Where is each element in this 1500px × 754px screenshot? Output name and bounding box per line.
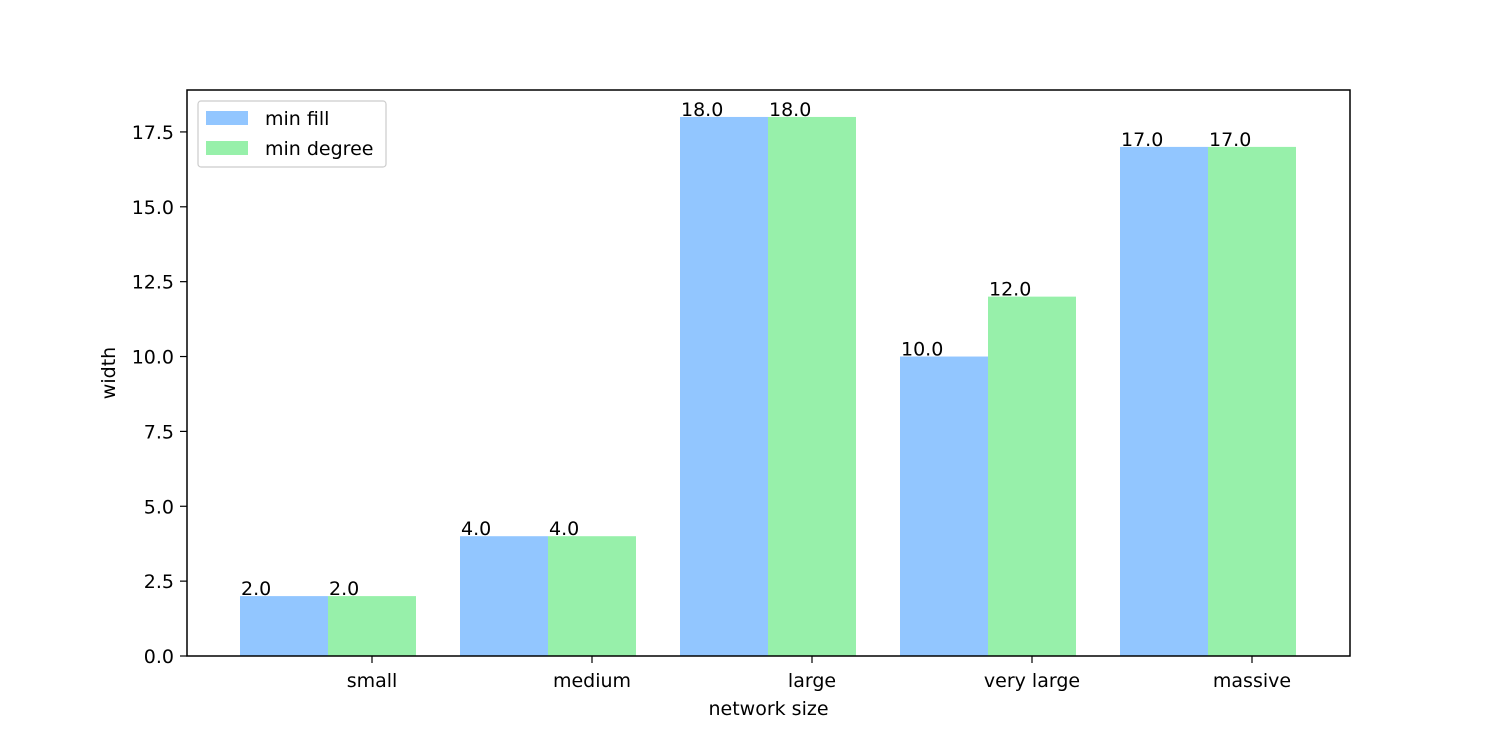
x-tick-label: very large (984, 670, 1080, 692)
bar-min-fill-medium (460, 536, 548, 656)
y-tick-label: 5.0 (144, 496, 174, 518)
value-label: 12.0 (989, 279, 1031, 301)
y-axis: 0.0 2.5 5.0 7.5 10.0 12.5 15.0 17.5 (132, 122, 187, 668)
value-label: 4.0 (461, 518, 491, 540)
value-label: 10.0 (901, 339, 943, 361)
bar-min-fill-small (240, 596, 328, 656)
legend-swatch (206, 141, 248, 155)
value-label: 2.0 (329, 578, 359, 600)
value-label: 18.0 (681, 99, 723, 121)
value-label: 18.0 (769, 99, 811, 121)
value-label: 17.0 (1121, 129, 1163, 151)
legend: min fill min degree (197, 100, 387, 168)
y-tick-label: 12.5 (132, 272, 174, 294)
y-tick-label: 7.5 (144, 421, 174, 443)
bar-min-fill-massive (1120, 146, 1208, 656)
bar-min-degree-very-large (988, 296, 1076, 656)
x-tick-label: massive (1213, 670, 1291, 692)
y-tick-label: 2.5 (144, 571, 174, 593)
legend-entry-label: min fill (265, 108, 329, 130)
bar-min-degree-small (328, 596, 416, 656)
bar-min-degree-medium (548, 536, 636, 656)
y-axis-label: width (98, 347, 120, 399)
value-label: 2.0 (241, 578, 271, 600)
bar-min-fill-large (680, 116, 768, 656)
value-labels-layer: 2.0 4.0 18.0 10.0 17.0 2.0 4.0 18.0 12.0 17.0 (241, 99, 1251, 600)
value-label: 4.0 (549, 518, 579, 540)
y-tick-label: 10.0 (132, 347, 174, 369)
plot-frame (186, 89, 1351, 657)
legend-entry-label: min degree (265, 138, 373, 160)
value-label: 17.0 (1209, 129, 1251, 151)
y-tick-label: 0.0 (144, 646, 174, 668)
y-tick-label: 15.0 (132, 197, 174, 219)
x-tick-label: small (347, 670, 398, 692)
bar-min-degree-large (768, 116, 856, 656)
bars-layer (240, 116, 1296, 656)
x-tick-label: large (788, 670, 836, 692)
y-tick-label: 17.5 (132, 122, 174, 144)
bar-min-degree-massive (1208, 146, 1296, 656)
x-axis: small medium large very large massive (347, 656, 1291, 692)
legend-swatch (206, 111, 248, 125)
bar-min-fill-very-large (900, 356, 988, 656)
x-tick-label: medium (553, 670, 631, 692)
x-axis-label: network size (708, 698, 828, 720)
